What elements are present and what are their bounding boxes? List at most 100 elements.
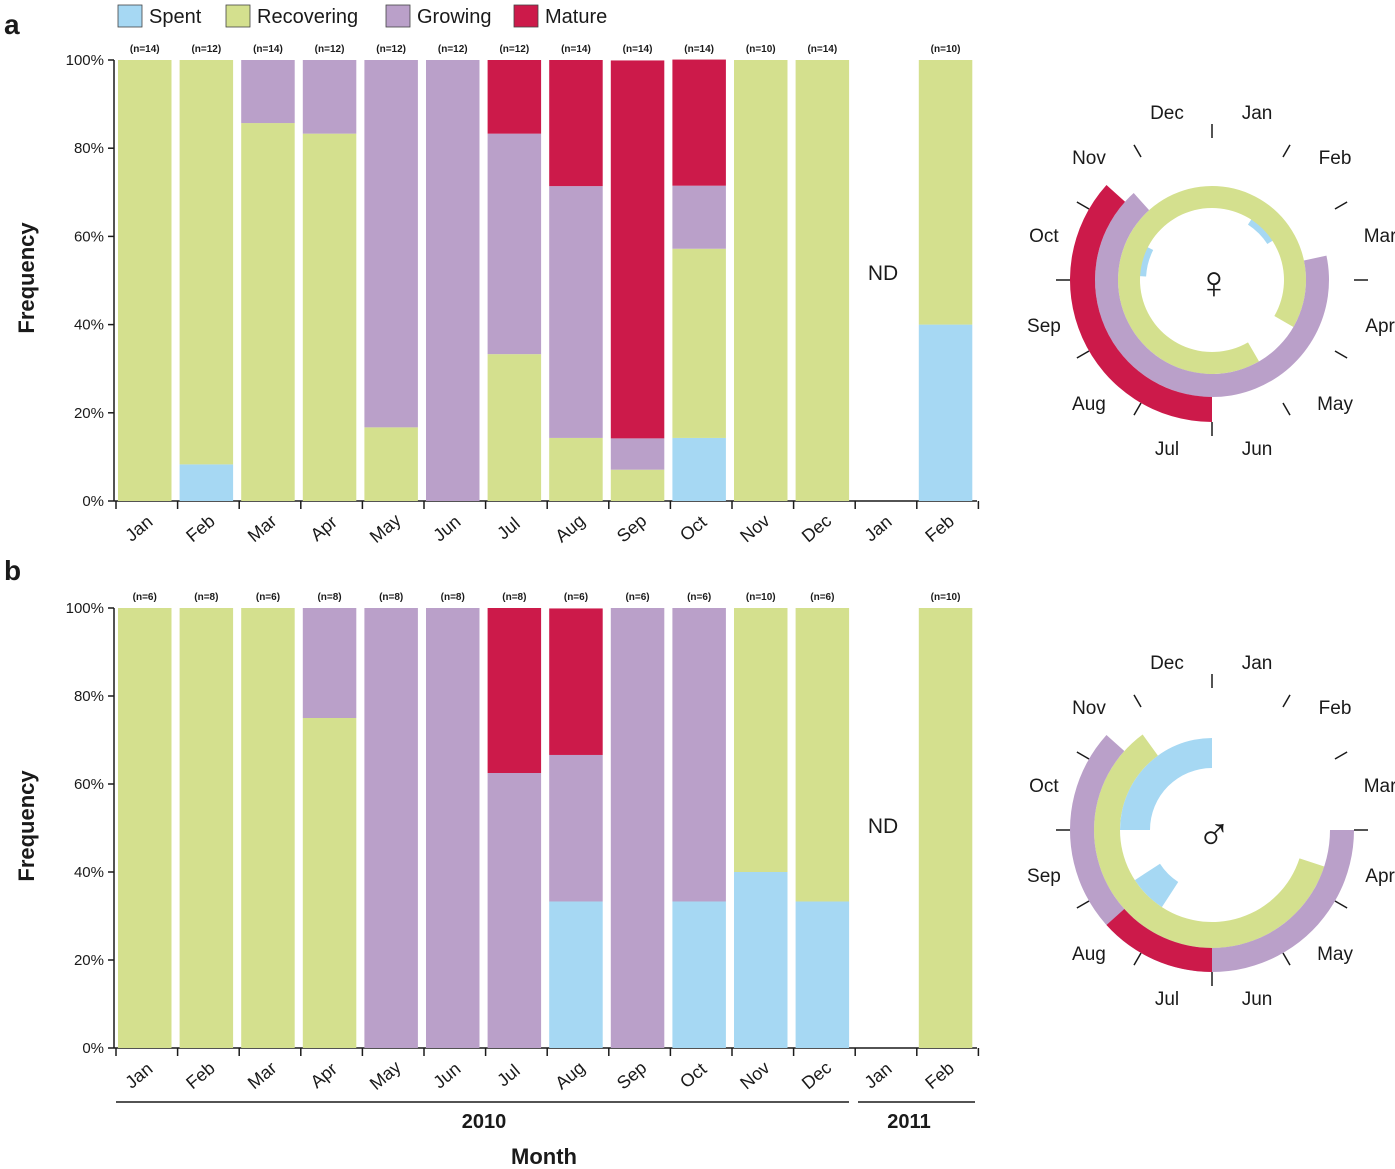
- x-tick-label-b: Sep: [613, 1057, 650, 1093]
- y-tick-label-b: 20%: [74, 952, 104, 969]
- bar-segment-growing: [426, 608, 480, 1048]
- month-divider-male: [1334, 900, 1348, 909]
- month-divider-female: [1076, 201, 1090, 210]
- y-tick-label-b: 40%: [74, 864, 104, 881]
- y-tick-label-b: 60%: [74, 776, 104, 793]
- y-tick-label-a: 80%: [74, 140, 104, 157]
- y-tick-label-a: 0%: [82, 493, 104, 510]
- bar-segment-recovering: [795, 608, 850, 902]
- x-tick-label-a: Mar: [244, 511, 281, 546]
- bar-segment-spent: [672, 437, 726, 501]
- month-divider-male: [1133, 952, 1142, 966]
- month-label-male: Oct: [1029, 776, 1059, 797]
- bar-segment-recovering: [734, 608, 788, 872]
- y-axis-title-b: Frequency: [14, 770, 39, 882]
- n-label-b: (n=6): [564, 592, 588, 603]
- bar-segment-recovering: [118, 608, 172, 1048]
- month-label-female: Aug: [1072, 394, 1106, 415]
- n-label-a: (n=12): [499, 44, 529, 55]
- month-label-female: Dec: [1150, 103, 1184, 124]
- x-tick-label-b: Aug: [551, 1057, 588, 1093]
- n-label-b: (n=8): [194, 592, 218, 603]
- x-tick-label-b: Nov: [736, 1057, 773, 1093]
- n-label-a: (n=12): [438, 44, 468, 55]
- x-tick-label-b: May: [366, 1057, 405, 1094]
- x-tick-label-a: Aug: [551, 510, 588, 546]
- n-label-b: (n=10): [931, 592, 961, 603]
- n-label-a: (n=10): [931, 44, 961, 55]
- n-label-b: (n=8): [502, 592, 526, 603]
- x-tick-label-b: Jan: [121, 1058, 156, 1092]
- month-label-male: Feb: [1319, 698, 1352, 719]
- x-tick-label-b: Jan: [861, 1058, 896, 1092]
- sex-symbol-female: ♀: [1197, 256, 1232, 308]
- bar-segment-growing: [364, 60, 418, 428]
- month-divider-female: [1133, 402, 1142, 416]
- bar-segment-recovering: [549, 437, 603, 501]
- panel-a-label: a: [4, 9, 20, 40]
- month-divider-male: [1076, 900, 1090, 909]
- x-tick-label-a: Jan: [121, 511, 156, 545]
- bar-segment-recovering: [918, 60, 973, 325]
- legend-swatch-recovering: [225, 4, 251, 28]
- x-tick-label-b: Oct: [676, 1059, 710, 1092]
- nd-annotation-b: ND: [868, 815, 898, 838]
- n-label-b: (n=6): [810, 592, 834, 603]
- ring-arc-spent: [1134, 863, 1179, 908]
- panel-b-label: b: [4, 555, 21, 586]
- legend: Spent Recovering Growing Mature: [117, 4, 607, 28]
- legend-label-growing: Growing: [417, 6, 491, 28]
- ring-arc-growing: [1095, 193, 1330, 398]
- x-tick-label-a: Feb: [182, 511, 219, 546]
- x-tick-label-b: Jun: [429, 1058, 464, 1092]
- y-axis-title-a: Frequency: [14, 222, 39, 334]
- bar-segment-growing: [241, 60, 295, 124]
- y-tick-label-a: 60%: [74, 228, 104, 245]
- x-axis-title: Month: [511, 1144, 577, 1169]
- bar-segment-spent: [179, 464, 234, 501]
- bar-segment-recovering: [795, 60, 850, 501]
- month-label-male: Aug: [1072, 944, 1106, 965]
- x-tick-label-a: Jun: [429, 511, 464, 545]
- month-label-male: Dec: [1150, 653, 1184, 674]
- month-label-male: May: [1317, 944, 1353, 965]
- bar-segment-spent: [549, 901, 603, 1048]
- bar-segment-recovering: [672, 248, 726, 438]
- bar-segment-growing: [549, 754, 603, 902]
- legend-swatch-spent: [117, 4, 143, 28]
- month-divider-female: [1076, 350, 1090, 359]
- n-label-b: (n=8): [379, 592, 403, 603]
- month-label-male: Jun: [1242, 989, 1273, 1010]
- bar-segment-recovering: [302, 718, 357, 1048]
- x-tick-label-b: Feb: [182, 1058, 219, 1093]
- bar-segment-growing: [487, 773, 542, 1048]
- x-tick-label-b: Mar: [244, 1058, 281, 1093]
- y-tick-label-b: 80%: [74, 688, 104, 705]
- bar-segment-recovering: [302, 133, 357, 501]
- y-tick-label-b: 0%: [82, 1040, 104, 1057]
- month-label-male: Mar: [1364, 776, 1395, 797]
- bar-segment-growing: [364, 608, 418, 1048]
- x-tick-label-b: Jul: [493, 1060, 523, 1090]
- radial-chart-male: Jan Feb Mar Apr May Jun Jul Aug Sep Oct Nov Dec ♂: [1027, 653, 1395, 1010]
- month-divider-female: [1334, 350, 1348, 359]
- bar-segment-spent: [734, 872, 788, 1048]
- year-label-2011: 2011: [887, 1111, 930, 1133]
- y-tick-label-a: 20%: [74, 405, 104, 422]
- n-label-a: (n=12): [376, 44, 406, 55]
- year-label-2010: 2010: [462, 1111, 507, 1133]
- x-tick-label-a: Oct: [676, 512, 710, 545]
- x-tick-label-a: Sep: [613, 510, 650, 546]
- month-label-male: Jan: [1242, 653, 1273, 674]
- bar-segment-recovering: [610, 469, 665, 501]
- month-label-female: Apr: [1365, 316, 1395, 337]
- n-label-b: (n=6): [133, 592, 157, 603]
- n-label-a: (n=14): [253, 44, 283, 55]
- month-label-female: Jan: [1242, 103, 1273, 124]
- month-label-female: Jun: [1242, 439, 1273, 460]
- x-tick-label-b: Feb: [921, 1058, 958, 1093]
- month-label-female: Nov: [1072, 148, 1106, 169]
- n-label-b: (n=10): [746, 592, 776, 603]
- y-tick-label-a: 100%: [66, 52, 104, 69]
- bar-segment-recovering: [241, 608, 295, 1048]
